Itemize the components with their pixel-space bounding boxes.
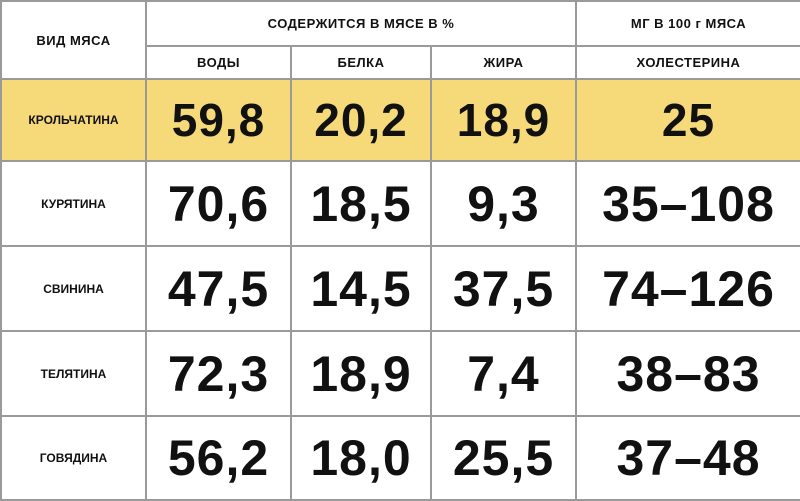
data-row: СВИНИНА 47,5 14,5 37,5 74–126 [0,245,800,332]
value-cell: 20,2 [290,78,432,162]
data-row: ГОВЯДИНА 56,2 18,0 25,5 37–48 [0,415,800,501]
meat-name: ТЕЛЯТИНА [0,330,147,417]
data-row: КРОЛЬЧАТИНА 59,8 20,2 18,9 25 [0,78,800,162]
value-cell: 47,5 [145,245,292,332]
meat-name: СВИНИНА [0,245,147,332]
meat-name: ГОВЯДИНА [0,415,147,501]
value-cell: 56,2 [145,415,292,501]
value-cell: 18,9 [430,78,577,162]
value-cell: 25,5 [430,415,577,501]
value-cell: 38–83 [575,330,800,417]
value-cell: 14,5 [290,245,432,332]
column-header: ВОДЫ [145,45,292,80]
subheader-row: ВОДЫ БЕЛКА ЖИРА ХОЛЕСТЕРИНА [1,45,800,80]
meat-name: КРОЛЬЧАТИНА [0,78,147,162]
data-row: КУРЯТИНА 70,6 18,5 9,3 35–108 [0,160,800,247]
data-row: ТЕЛЯТИНА 72,3 18,9 7,4 38–83 [0,330,800,417]
header-row: ВИД МЯСА СОДЕРЖИТСЯ В МЯСЕ В % МГ В 100 … [0,0,800,80]
value-cell: 72,3 [145,330,292,417]
meat-name: КУРЯТИНА [0,160,147,247]
value-cell: 35–108 [575,160,800,247]
value-cell: 7,4 [430,330,577,417]
value-cell: 18,9 [290,330,432,417]
value-cell: 74–126 [575,245,800,332]
group-header: МГ В 100 г МЯСА [575,0,800,47]
value-cell: 18,5 [290,160,432,247]
value-cell: 37,5 [430,245,577,332]
value-cell: 37–48 [575,415,800,501]
value-cell: 59,8 [145,78,292,162]
column-header: БЕЛКА [290,45,432,80]
column-header: ХОЛЕСТЕРИНА [575,45,800,80]
column-header: ЖИРА [430,45,577,80]
value-cell: 18,0 [290,415,432,501]
group-header: СОДЕРЖИТСЯ В МЯСЕ В % [145,0,577,47]
value-cell: 70,6 [145,160,292,247]
value-cell: 9,3 [430,160,577,247]
value-cell: 25 [575,78,800,162]
row-label-header: ВИД МЯСА [0,0,147,80]
